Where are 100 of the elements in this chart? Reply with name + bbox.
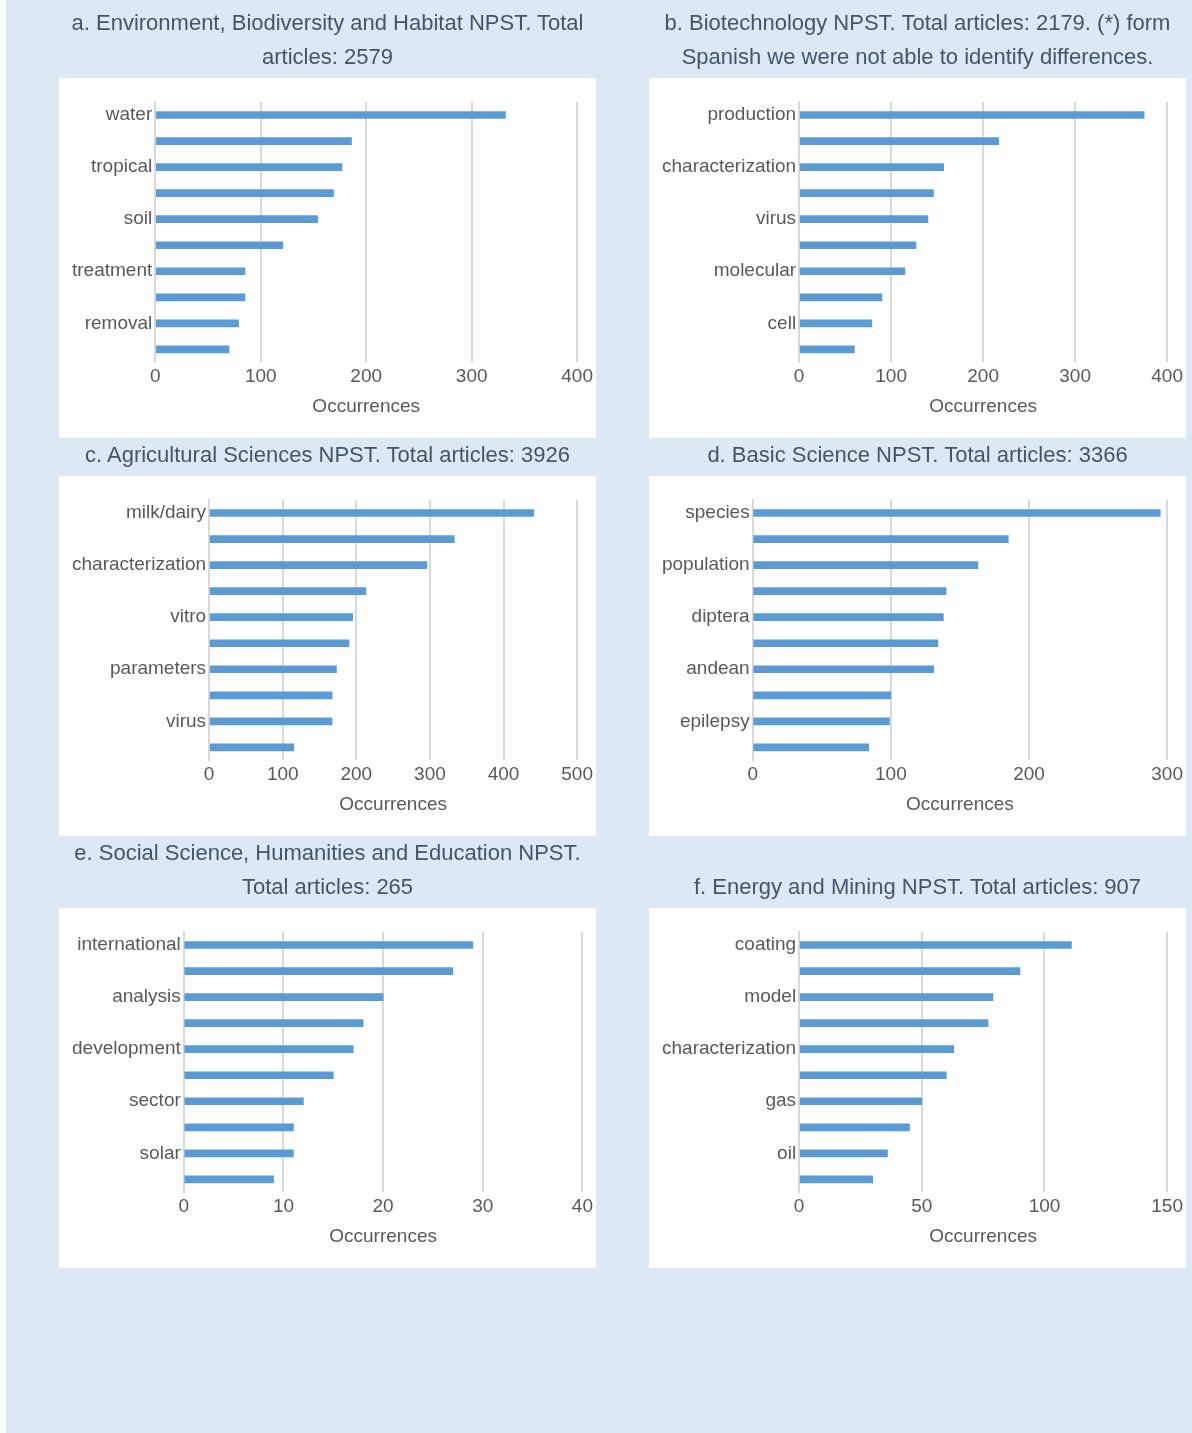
bar bbox=[799, 993, 994, 1001]
bar bbox=[184, 1071, 334, 1080]
bar bbox=[209, 561, 428, 569]
bar bbox=[799, 1149, 888, 1158]
x-tick-label: 0 bbox=[793, 1195, 805, 1217]
bar bbox=[799, 345, 855, 354]
y-tick-label: tropical bbox=[91, 155, 153, 177]
x-tick-label: 150 bbox=[1151, 1195, 1183, 1217]
bar bbox=[184, 1019, 364, 1027]
x-tick-label: 100 bbox=[1028, 1195, 1061, 1217]
x-axis-title: Occurrences bbox=[329, 1224, 437, 1246]
bar bbox=[799, 1123, 910, 1132]
x-tick-label: 30 bbox=[472, 1195, 494, 1217]
bar bbox=[155, 215, 319, 224]
bar bbox=[799, 941, 1072, 949]
bar bbox=[155, 293, 246, 302]
x-axis-title: Occurrences bbox=[929, 1224, 1037, 1246]
x-tick-label: 100 bbox=[266, 763, 299, 785]
bar bbox=[184, 1123, 294, 1132]
y-tick-label: international bbox=[77, 933, 181, 955]
y-tick-label: solar bbox=[139, 1141, 182, 1163]
chart-title: e. Social Science, Humanities and Education NPST. Total articles: 265 bbox=[73, 839, 582, 901]
bar bbox=[799, 163, 944, 171]
bar bbox=[209, 665, 337, 674]
bar bbox=[753, 743, 870, 752]
y-tick-label: model bbox=[744, 985, 797, 1007]
bar bbox=[184, 1175, 274, 1184]
x-tick-label: 100 bbox=[875, 365, 907, 387]
x-tick-label: 0 bbox=[793, 365, 805, 387]
chart-title: d. Basic Science NPST. Total articles: 3366 bbox=[706, 441, 1129, 469]
y-tick-label: treatment bbox=[71, 259, 153, 281]
x-tick-label: 0 bbox=[747, 763, 758, 785]
x-tick-label: 200 bbox=[967, 365, 999, 387]
bar bbox=[184, 993, 384, 1001]
y-tick-label: water bbox=[104, 103, 153, 125]
bar bbox=[753, 691, 892, 700]
bar bbox=[799, 319, 873, 328]
bar bbox=[799, 1045, 955, 1054]
bar bbox=[155, 111, 506, 119]
x-tick-label: 50 bbox=[911, 1195, 933, 1217]
x-tick-label: 200 bbox=[350, 365, 383, 387]
bar bbox=[209, 743, 295, 752]
bar bbox=[799, 1071, 947, 1080]
x-tick-label: 500 bbox=[561, 763, 593, 785]
bar bbox=[184, 1149, 294, 1158]
bar bbox=[155, 267, 246, 276]
x-tick-label: 100 bbox=[244, 365, 277, 387]
bar bbox=[155, 319, 239, 328]
bar bbox=[753, 639, 939, 648]
bar bbox=[184, 1097, 304, 1106]
y-tick-label: virus bbox=[756, 207, 797, 229]
bar bbox=[155, 137, 352, 145]
y-tick-label: cell bbox=[767, 311, 797, 333]
y-tick-label: soil bbox=[123, 207, 153, 229]
bar bbox=[799, 215, 929, 224]
x-tick-label: 400 bbox=[487, 763, 520, 785]
y-tick-label: characterization bbox=[72, 553, 207, 575]
y-tick-label: gas bbox=[765, 1089, 797, 1111]
chart-title: a. Environment, Biodiversity and Habitat NPST. Total articles: 2579 bbox=[70, 9, 585, 71]
y-tick-label: species bbox=[685, 501, 750, 523]
x-axis-title: Occurrences bbox=[906, 792, 1014, 814]
x-tick-label: 300 bbox=[1059, 365, 1091, 387]
bar bbox=[209, 587, 367, 595]
y-tick-label: production bbox=[707, 103, 797, 125]
x-tick-label: 400 bbox=[561, 365, 593, 387]
y-tick-label: removal bbox=[84, 311, 153, 333]
bar bbox=[155, 345, 230, 354]
y-tick-label: development bbox=[72, 1037, 182, 1059]
y-tick-label: population bbox=[661, 553, 750, 575]
x-tick-label: 10 bbox=[272, 1195, 295, 1217]
bar bbox=[799, 1019, 989, 1027]
x-tick-label: 300 bbox=[455, 365, 488, 387]
x-tick-label: 200 bbox=[1013, 763, 1045, 785]
bar bbox=[799, 967, 1021, 975]
bar bbox=[209, 509, 535, 517]
bar bbox=[799, 1175, 874, 1184]
bar bbox=[799, 189, 934, 197]
x-axis-title: Occurrences bbox=[929, 394, 1037, 416]
chart-title: c. Agricultural Sciences NPST. Total articles: 3926 bbox=[83, 441, 571, 469]
y-tick-label: vitro bbox=[170, 605, 207, 627]
bar bbox=[184, 1045, 354, 1054]
bar bbox=[209, 639, 350, 648]
y-tick-label: characterization bbox=[662, 1037, 797, 1059]
bar bbox=[155, 189, 334, 197]
bar bbox=[209, 613, 353, 622]
x-axis-title: Occurrences bbox=[339, 792, 447, 814]
y-tick-label: epilepsy bbox=[679, 709, 751, 731]
x-tick-label: 0 bbox=[149, 365, 161, 387]
bar bbox=[753, 717, 890, 726]
x-tick-label: 20 bbox=[372, 1195, 394, 1217]
bar bbox=[799, 293, 883, 302]
x-tick-label: 200 bbox=[340, 763, 373, 785]
chart-title: b. Biotechnology NPST. Total articles: 2179. (*) form Spanish we were not able to identify differences. bbox=[663, 9, 1172, 71]
bar bbox=[184, 967, 454, 975]
x-tick-label: 0 bbox=[203, 763, 215, 785]
y-tick-label: analysis bbox=[112, 985, 181, 1007]
x-axis-title: Occurrences bbox=[312, 394, 421, 416]
x-tick-label: 40 bbox=[571, 1195, 593, 1217]
x-tick-label: 100 bbox=[874, 763, 907, 785]
bar bbox=[799, 241, 917, 250]
